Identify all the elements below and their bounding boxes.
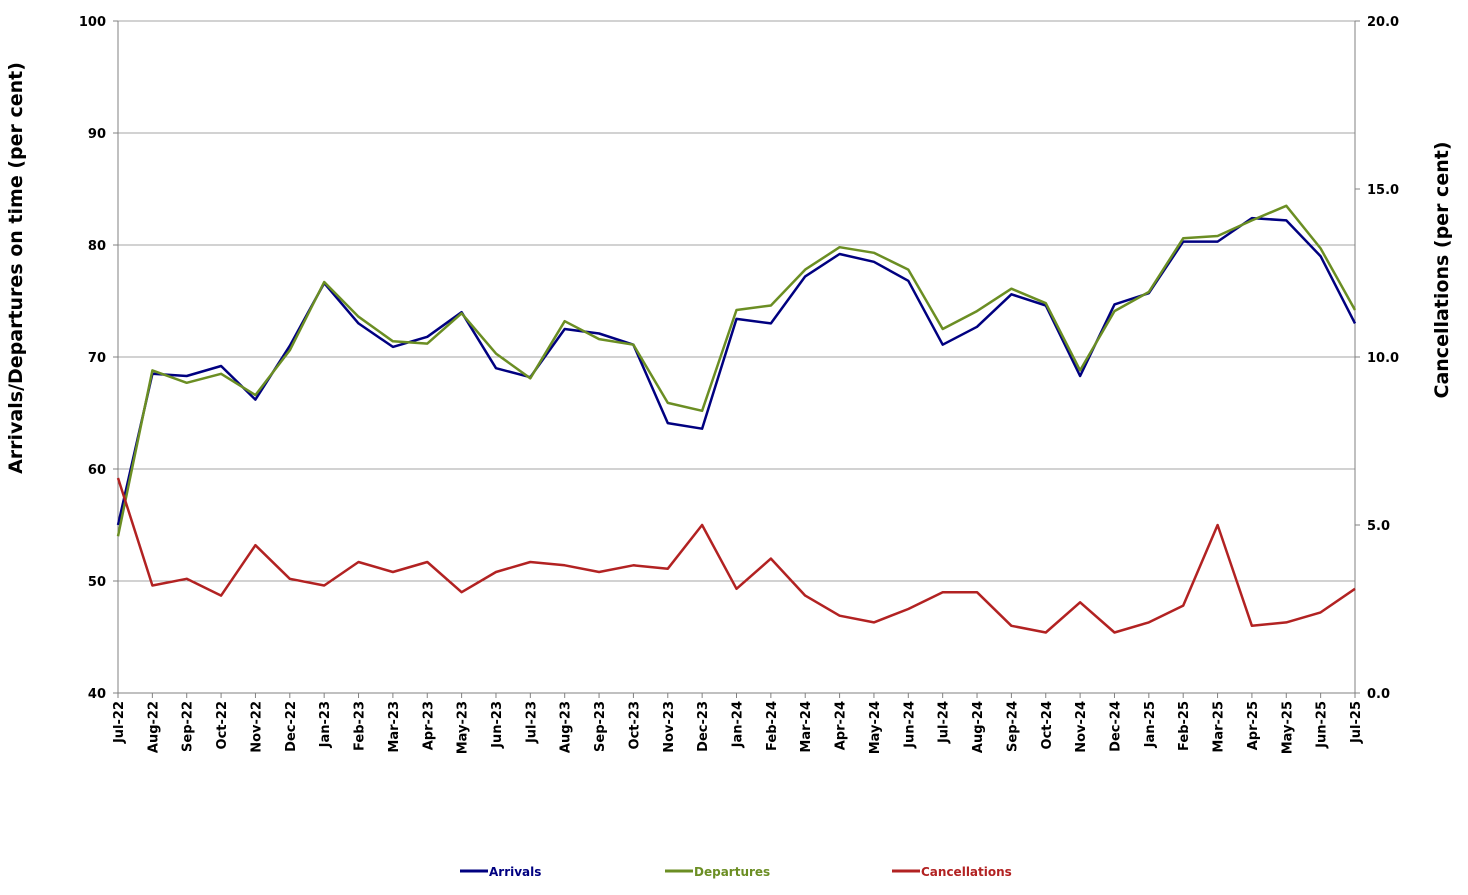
y-tick-label: 50 — [88, 575, 106, 590]
right-axis-ticks: 0.0 5.0 10.0 15.0 20.0 — [1355, 15, 1399, 702]
x-tick-label: Nov-23 — [662, 701, 677, 753]
x-tick-label: Feb-23 — [353, 701, 368, 751]
x-tick-label: Apr-25 — [1246, 701, 1261, 750]
y2-tick-label: 0.0 — [1367, 687, 1390, 702]
x-tick-label: Jul-24 — [937, 701, 952, 744]
x-tick-label: Jan-25 — [1143, 701, 1158, 748]
y-tick-label: 80 — [88, 239, 106, 254]
x-tick-label: Jul-25 — [1349, 701, 1364, 744]
x-tick-label: Nov-24 — [1074, 701, 1089, 753]
series-lines — [116, 204, 1357, 634]
x-tick-label: Oct-23 — [627, 701, 642, 749]
y2-tick-label: 5.0 — [1367, 519, 1390, 534]
y2-tick-label: 20.0 — [1367, 15, 1399, 30]
x-tick-label: Dec-24 — [1108, 701, 1123, 752]
x-tick-label: Sep-24 — [1005, 701, 1020, 752]
y2-axis-title: Cancellations (per cent) — [1431, 142, 1453, 399]
x-tick-label: Jun-23 — [490, 701, 505, 749]
y2-tick-label: 10.0 — [1367, 351, 1399, 366]
x-tick-label: Feb-25 — [1177, 701, 1192, 751]
series-line-departures — [116, 204, 1357, 537]
left-axis-ticks: 40 50 60 70 80 90 100 — [79, 15, 118, 702]
legend-label: Cancellations — [921, 865, 1012, 879]
x-tick-label: Jan-24 — [731, 701, 746, 748]
x-tick-label: Apr-23 — [421, 701, 436, 750]
y-axis-title: Arrivals/Departures on time (per cent) — [5, 62, 27, 474]
x-tick-label: Sep-22 — [181, 701, 196, 752]
x-tick-label: Aug-24 — [971, 701, 986, 753]
x-tick-label: Jun-25 — [1315, 701, 1330, 749]
x-tick-label: Mar-24 — [799, 701, 814, 753]
x-tick-label: Dec-23 — [696, 701, 711, 752]
x-tick-label: Feb-24 — [765, 701, 780, 751]
x-tick-label: Jan-23 — [318, 701, 333, 748]
y-tick-label: 90 — [88, 127, 106, 142]
legend-item-departures: Departures — [665, 865, 770, 879]
x-tick-label: Dec-22 — [284, 701, 299, 752]
x-tick-label: May-25 — [1280, 701, 1295, 754]
x-tick-label: Apr-24 — [834, 701, 849, 750]
legend-item-arrivals: Arrivals — [460, 865, 541, 879]
x-tick-label: Mar-25 — [1212, 701, 1227, 753]
legend-item-cancellations: Cancellations — [892, 865, 1012, 879]
x-axis-ticks: Jul-22 Aug-22 Sep-22 Oct-22 Nov-22 Dec-22 Jan-… — [112, 693, 1364, 754]
series-line-cancellations — [116, 477, 1356, 634]
axes — [117, 21, 1356, 694]
x-tick-label: Nov-22 — [249, 701, 264, 753]
legend-label: Arrivals — [489, 865, 541, 879]
x-tick-label: Oct-24 — [1040, 701, 1055, 749]
x-tick-label: Aug-22 — [146, 701, 161, 753]
y2-tick-label: 15.0 — [1367, 183, 1399, 198]
legend: Arrivals Departures Cancellations — [460, 865, 1012, 879]
y-tick-label: 40 — [88, 687, 106, 702]
y-tick-label: 60 — [88, 463, 106, 478]
x-tick-label: Oct-22 — [215, 701, 230, 749]
x-tick-label: Jul-22 — [112, 701, 127, 744]
x-tick-label: Aug-23 — [559, 701, 574, 753]
y-tick-label: 100 — [79, 15, 106, 30]
x-tick-label: May-23 — [456, 701, 471, 754]
x-tick-label: Jun-24 — [902, 701, 917, 749]
x-tick-label: Jul-23 — [524, 701, 539, 744]
series-line-arrivals — [116, 216, 1357, 526]
x-tick-label: Sep-23 — [593, 701, 608, 752]
y-tick-label: 70 — [88, 351, 106, 366]
legend-label: Departures — [694, 865, 770, 879]
gridlines — [118, 20, 1355, 582]
x-tick-label: May-24 — [868, 701, 883, 754]
x-tick-label: Mar-23 — [387, 701, 402, 753]
